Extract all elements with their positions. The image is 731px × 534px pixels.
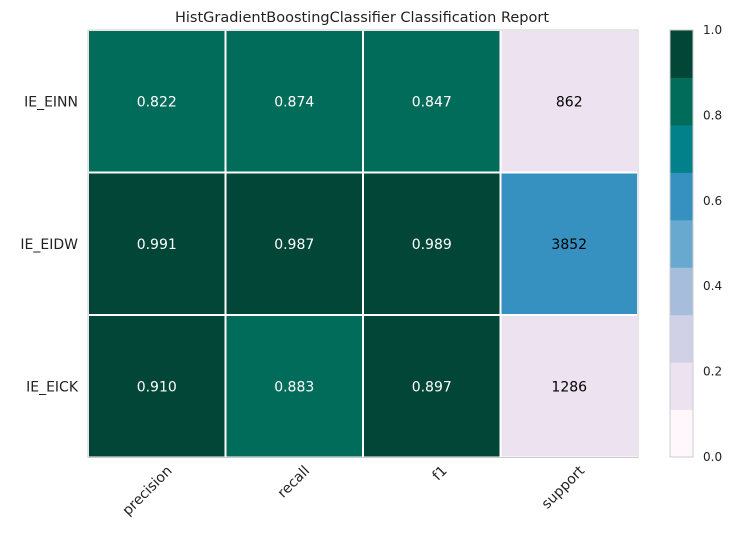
cell-value-label: 0.987 bbox=[274, 237, 314, 253]
chart-title: HistGradientBoostingClassifier Classific… bbox=[175, 10, 549, 26]
cell-value-label: 0.989 bbox=[412, 237, 452, 253]
heatmap-frame bbox=[87, 29, 639, 458]
colorbar-segment bbox=[670, 77, 693, 126]
colorbar-segment bbox=[670, 267, 693, 316]
colorbar-segment bbox=[670, 172, 693, 221]
column-labels: precision recall f1 support bbox=[120, 463, 589, 519]
cell-value-label: 3852 bbox=[551, 237, 587, 253]
colorbar-segment bbox=[670, 409, 693, 458]
column-label: f1 bbox=[429, 463, 450, 484]
colorbar-tick-label: 0.8 bbox=[703, 108, 722, 122]
heatmap-cells: 0.822 0.874 0.847 862 0.991 0.987 0.989 3852 0.9… bbox=[87, 29, 639, 459]
colorbar-segment bbox=[670, 30, 693, 78]
row-label: IE_EIDW bbox=[20, 237, 78, 253]
cell-value-label: 0.822 bbox=[137, 94, 177, 110]
heatmap-cell bbox=[499, 29, 639, 174]
heatmap-cell bbox=[224, 29, 364, 174]
colorbar-segment bbox=[670, 362, 693, 411]
heatmap-cell bbox=[224, 171, 364, 316]
cell-value-label: 0.883 bbox=[274, 379, 314, 395]
colorbar-segment bbox=[670, 314, 693, 363]
row-label: IE_EINN bbox=[24, 94, 78, 110]
colorbar: 0.0 0.2 0.4 0.6 0.8 1.0 bbox=[669, 23, 722, 464]
colorbar-tick-label: 0.0 bbox=[703, 450, 722, 464]
cell-value-label: 0.847 bbox=[412, 94, 452, 110]
colorbar-segment bbox=[670, 219, 693, 268]
heatmap-cell bbox=[499, 314, 639, 459]
cell-value-label: 0.874 bbox=[274, 94, 314, 110]
row-labels: IE_EINN IE_EIDW IE_EICK bbox=[20, 94, 78, 395]
cell-value-label: 0.910 bbox=[137, 379, 177, 395]
colorbar-tick-label: 0.6 bbox=[703, 194, 722, 208]
cell-value-label: 0.897 bbox=[412, 379, 452, 395]
colorbar-segment bbox=[670, 124, 693, 173]
column-label: recall bbox=[275, 463, 313, 501]
cell-value-label: 862 bbox=[556, 94, 583, 110]
column-label: support bbox=[539, 463, 589, 513]
colorbar-tick-label: 0.4 bbox=[703, 279, 722, 293]
heatmap-cell bbox=[87, 29, 227, 174]
cell-value-label: 0.991 bbox=[137, 237, 177, 253]
heatmap-cell bbox=[224, 314, 364, 459]
colorbar-tick-label: 0.2 bbox=[703, 365, 722, 379]
heatmap-cell bbox=[499, 171, 639, 316]
colorbar-tick-label: 1.0 bbox=[703, 23, 722, 37]
cell-value-label: 1286 bbox=[551, 379, 587, 395]
row-label: IE_EICK bbox=[26, 379, 79, 395]
column-label: precision bbox=[120, 463, 176, 519]
colorbar-frame bbox=[669, 29, 694, 458]
